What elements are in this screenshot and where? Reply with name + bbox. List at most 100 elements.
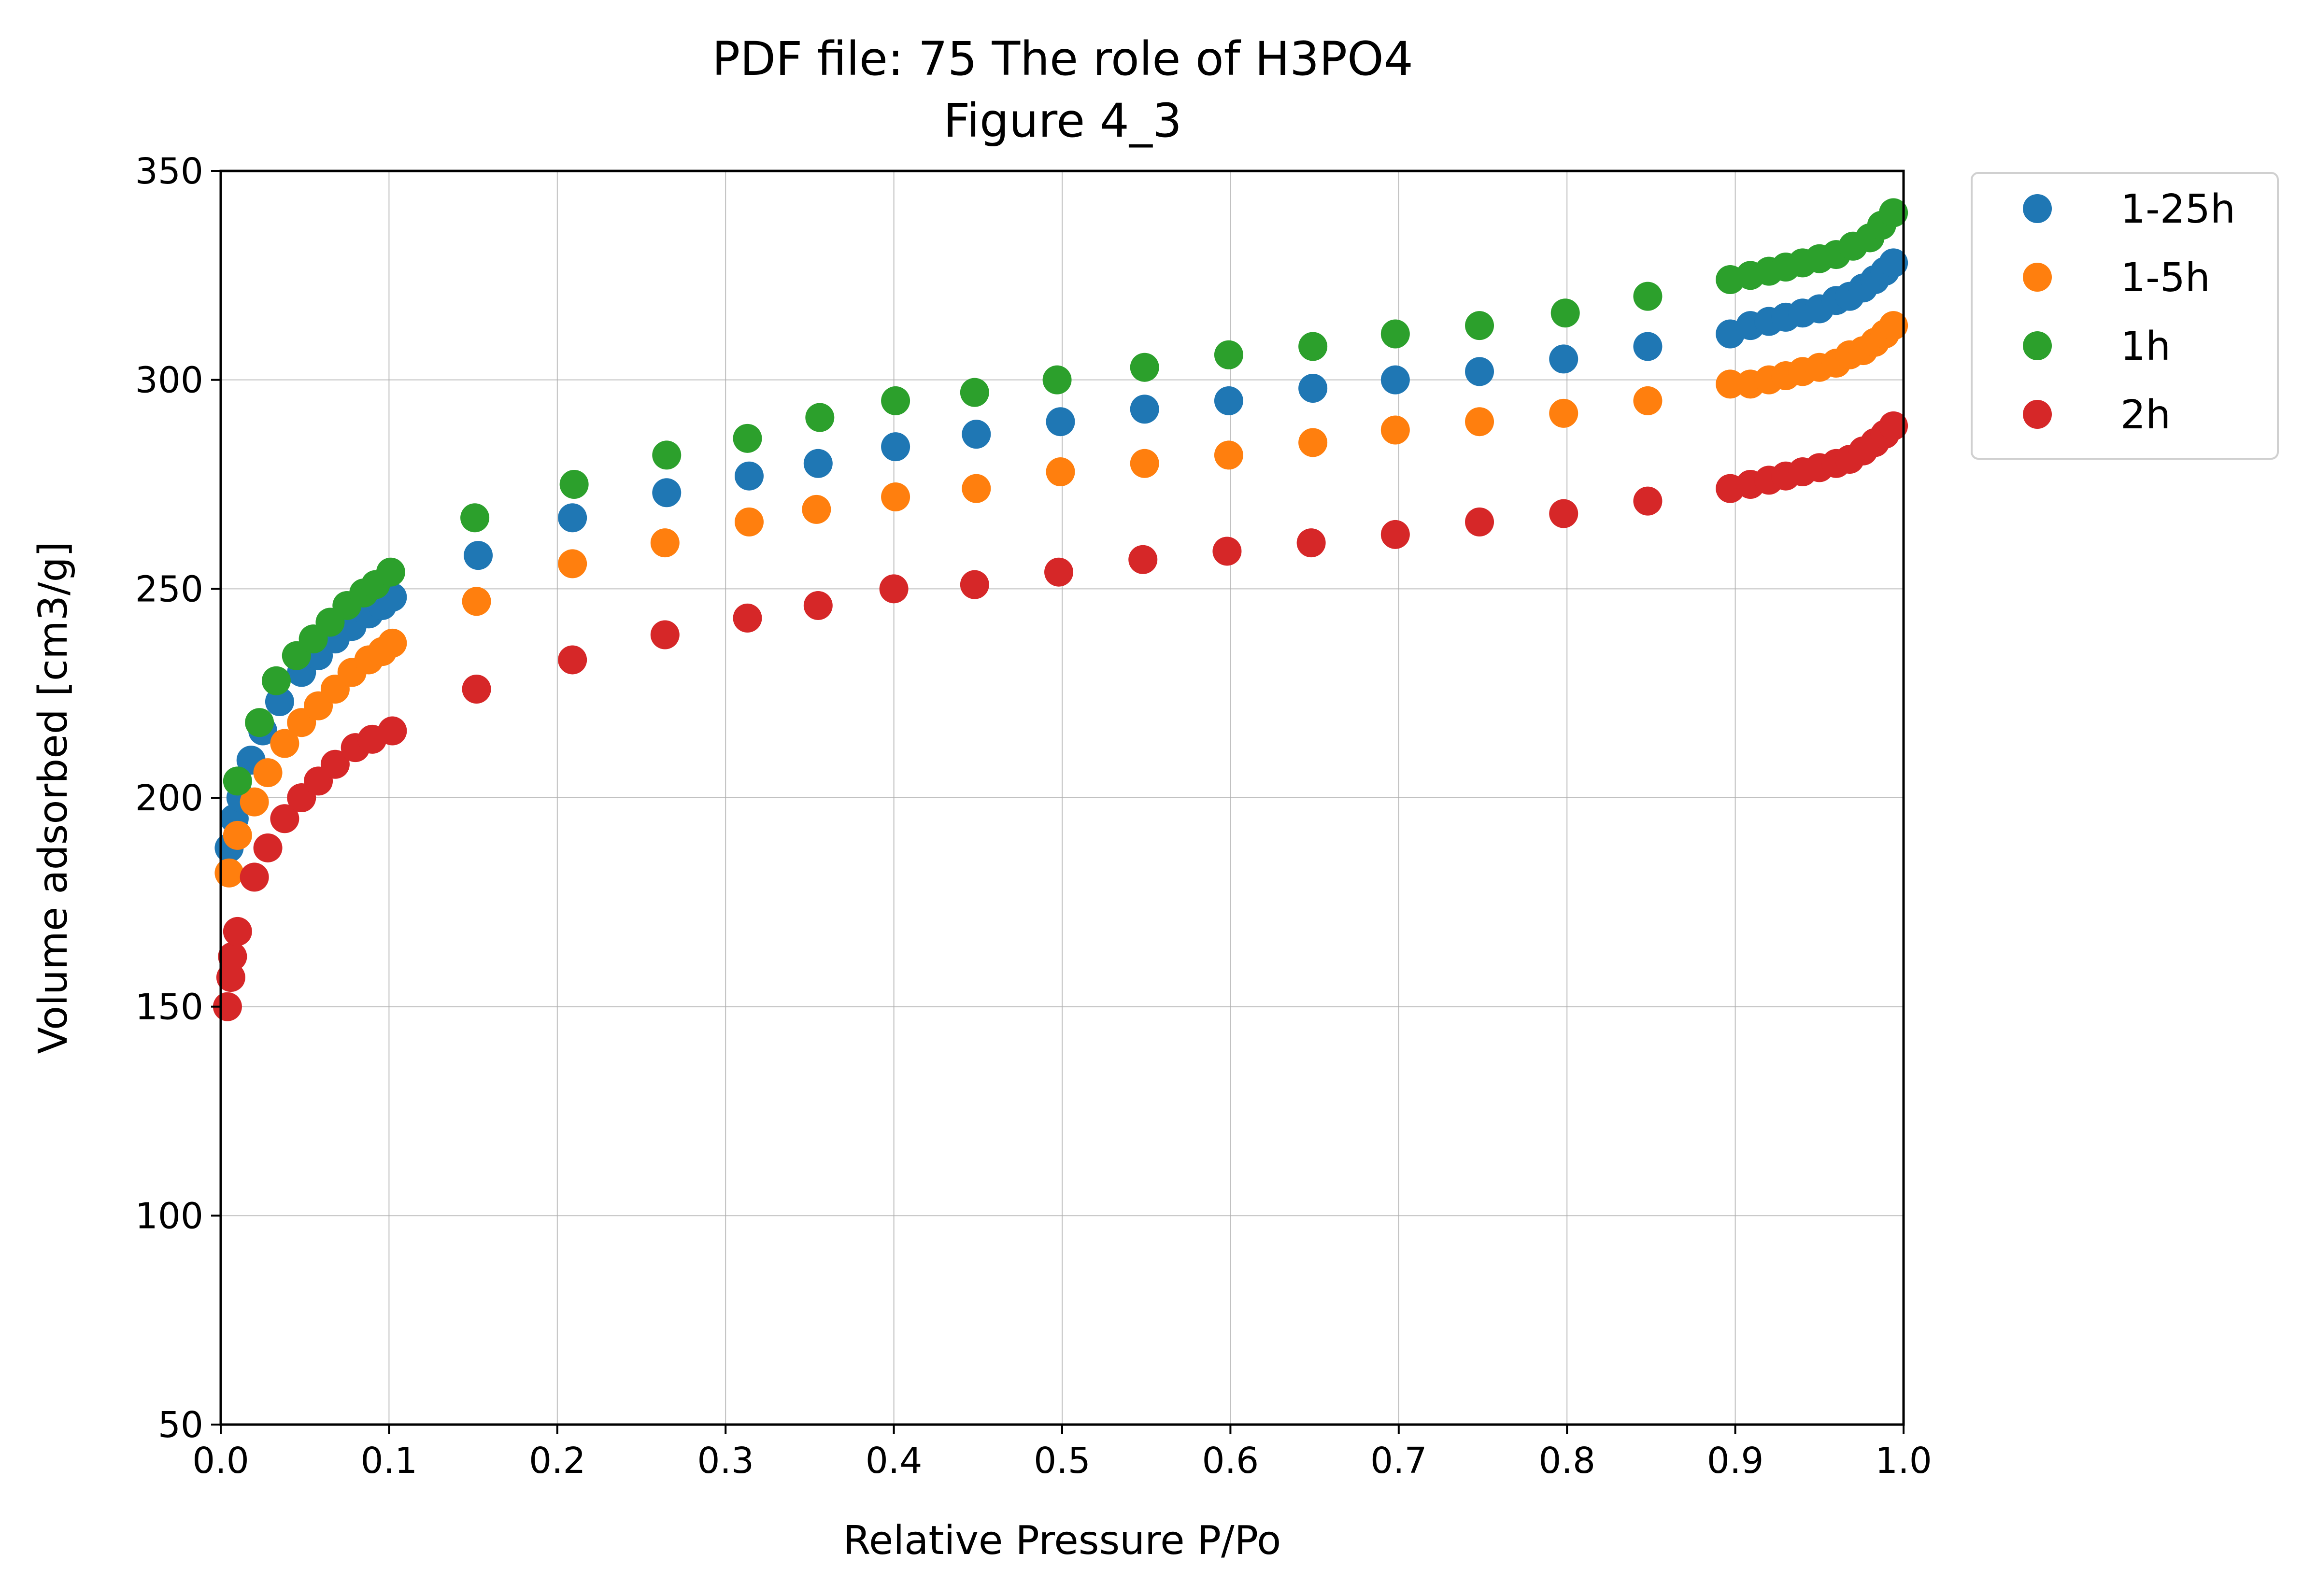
data-point <box>881 432 910 462</box>
data-point <box>261 666 291 695</box>
data-point <box>1879 248 1908 278</box>
legend-label: 1h <box>2120 324 2171 369</box>
data-point <box>464 541 493 570</box>
data-point <box>962 474 991 503</box>
x-tick-label: 0.9 <box>1707 1440 1764 1482</box>
legend-marker <box>2023 400 2052 429</box>
data-point <box>558 549 587 579</box>
data-point <box>216 963 245 992</box>
data-point <box>1465 311 1494 340</box>
legend: 1-25h 1-5h 1h 2h <box>1971 172 2279 460</box>
data-point <box>1214 340 1243 369</box>
data-point <box>1044 557 1074 587</box>
data-point <box>253 758 283 788</box>
data-point <box>1633 332 1663 361</box>
data-point <box>733 424 762 453</box>
data-point <box>1879 411 1908 440</box>
y-axis-label: Volume adsorbed [cm3/g] <box>30 541 76 1054</box>
x-tick-label: 0.4 <box>866 1440 923 1482</box>
data-point <box>240 787 269 817</box>
data-point <box>652 440 682 470</box>
data-point <box>1550 298 1580 328</box>
data-point <box>733 603 762 633</box>
x-tick-label: 0.8 <box>1538 1440 1595 1482</box>
data-point <box>245 708 274 737</box>
data-point <box>1380 319 1410 349</box>
series-1-5h <box>214 311 1908 888</box>
y-tick-label: 50 <box>158 1404 203 1446</box>
data-point <box>1042 365 1072 395</box>
x-tick-label: 0.0 <box>192 1440 249 1482</box>
y-tick-label: 100 <box>135 1195 203 1237</box>
data-point <box>802 494 831 524</box>
y-tick-label: 300 <box>135 360 203 401</box>
data-point <box>1716 369 1745 399</box>
data-point <box>214 858 244 888</box>
data-point <box>1298 428 1328 457</box>
data-point <box>1633 282 1663 311</box>
x-tick-label: 0.5 <box>1034 1440 1091 1482</box>
data-point <box>1214 386 1243 415</box>
axes: 0.0 0.1 0.2 0.3 0.4 0.5 0.6 0.7 0.8 0.9 1.0 50 100 15… <box>135 151 1932 1482</box>
data-point <box>1380 365 1410 395</box>
data-point <box>253 833 283 862</box>
data-point <box>1130 395 1159 424</box>
series-1-25h <box>214 248 1908 862</box>
legend-label: 1-5h <box>2120 255 2210 301</box>
data-point <box>1633 486 1663 516</box>
legend-box <box>1971 172 2279 460</box>
data-point <box>805 403 835 432</box>
data-point <box>460 503 490 533</box>
data-point <box>1549 499 1578 528</box>
x-tick-label: 0.3 <box>697 1440 754 1482</box>
data-point <box>1549 344 1578 374</box>
y-tick-label: 350 <box>135 151 203 192</box>
data-point <box>223 820 252 850</box>
data-point <box>376 557 405 587</box>
data-point <box>1465 507 1494 537</box>
data-point <box>1298 332 1328 361</box>
data-point <box>1214 440 1243 470</box>
data-point <box>462 587 491 616</box>
y-tick-label: 250 <box>135 568 203 610</box>
data-point <box>1465 407 1494 437</box>
data-point <box>378 716 407 746</box>
legend-marker <box>2023 331 2052 360</box>
data-point <box>1046 457 1075 487</box>
data-point <box>734 507 764 537</box>
data-point <box>1130 353 1159 382</box>
plot-frame <box>219 169 1905 1426</box>
data-point <box>650 528 680 558</box>
data-point <box>962 420 991 449</box>
data-point <box>652 478 682 508</box>
series-2h <box>213 411 1908 1021</box>
data-point <box>462 675 491 704</box>
data-point <box>960 378 989 407</box>
data-point <box>320 749 350 779</box>
x-tick-label: 0.7 <box>1370 1440 1427 1482</box>
data-point <box>1879 311 1908 340</box>
legend-marker <box>2023 263 2052 292</box>
x-axis-label: Relative Pressure P/Po <box>843 1518 1281 1564</box>
legend-marker <box>2023 194 2052 223</box>
data-point <box>223 766 252 796</box>
data-point <box>1128 545 1158 574</box>
data-point <box>1879 198 1908 227</box>
data-point <box>650 620 680 650</box>
legend-label: 2h <box>2120 392 2171 438</box>
x-tick-label: 1.0 <box>1875 1440 1932 1482</box>
data-point <box>1380 415 1410 445</box>
data-point <box>1046 407 1075 437</box>
data-points <box>213 198 1908 1021</box>
y-tick-label: 150 <box>135 987 203 1028</box>
data-point <box>881 482 910 511</box>
data-point <box>803 449 833 478</box>
chart-title: PDF file: 75 The role of H3PO4 <box>712 32 1413 86</box>
data-point <box>378 628 407 658</box>
data-point <box>559 470 589 499</box>
data-point <box>1212 537 1242 566</box>
data-point <box>734 461 764 491</box>
data-point <box>558 503 587 533</box>
chart-subtitle: Figure 4_3 <box>943 94 1182 148</box>
